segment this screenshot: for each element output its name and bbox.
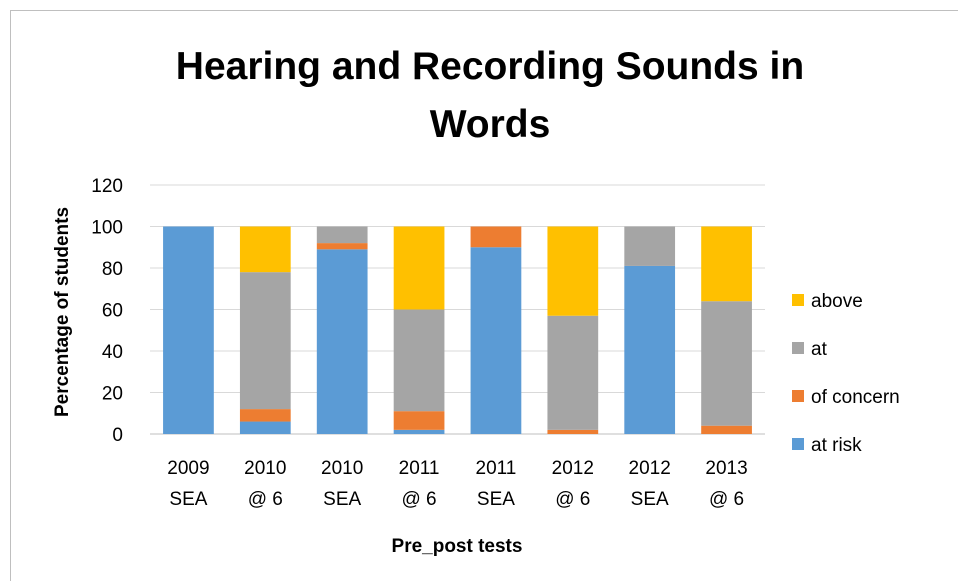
legend-swatch	[792, 342, 804, 354]
legend-swatch	[792, 294, 804, 306]
x-tick-label: SEA	[169, 489, 207, 510]
bar-segment	[393, 309, 445, 412]
y-tick-labels: 0 20 40 60 80 100 120	[91, 176, 123, 446]
legend: above at of concern at risk	[792, 291, 900, 456]
bar-segment	[624, 265, 676, 434]
bar-segment	[470, 247, 522, 434]
x-tick-label: SEA	[631, 489, 669, 510]
x-tick-label: 2012	[552, 458, 594, 479]
bar-segment	[163, 226, 214, 434]
x-tick-label: 2012	[629, 458, 671, 479]
x-tick-label: @ 6	[248, 489, 283, 510]
x-tick-label: @ 6	[555, 489, 590, 510]
y-tick-label: 0	[112, 425, 123, 446]
x-tick-label: @ 6	[401, 489, 436, 510]
legend-swatch	[792, 390, 804, 402]
bar-segment	[316, 226, 368, 244]
x-tick-label: 2011	[476, 458, 517, 479]
bar-segment	[393, 226, 445, 310]
x-tick-label: SEA	[323, 489, 361, 510]
x-tick-label: 2011	[399, 458, 440, 479]
bar-segment	[239, 409, 291, 422]
y-axis-title: Percentage of students	[52, 207, 73, 417]
legend-label: at	[811, 339, 828, 360]
legend-label: at risk	[811, 435, 862, 456]
bar-segment	[547, 226, 599, 316]
x-tick-label: 2013	[705, 458, 747, 479]
y-tick-label: 20	[102, 384, 123, 405]
legend-swatch	[792, 438, 804, 450]
bars	[163, 226, 752, 434]
bar-segment	[547, 315, 599, 430]
x-tick-label: 2010	[321, 458, 363, 479]
legend-label: of concern	[811, 387, 900, 408]
x-axis-title: Pre_post tests	[392, 536, 523, 557]
bar-segment	[624, 226, 676, 266]
y-tick-label: 100	[91, 218, 123, 239]
x-tick-label: 2010	[244, 458, 286, 479]
x-tick-label: SEA	[477, 489, 515, 510]
bar-segment	[239, 421, 291, 434]
bar-segment	[316, 249, 368, 434]
x-tick-label: @ 6	[709, 489, 744, 510]
legend-label: above	[811, 291, 863, 312]
bar-segment	[316, 243, 368, 250]
chart-frame	[10, 10, 958, 581]
bar-segment	[547, 429, 599, 434]
bar-segment	[393, 429, 445, 434]
bar-segment	[701, 226, 752, 302]
bar-segment	[701, 301, 752, 426]
x-tick-label: 2009	[167, 458, 209, 479]
chart-title: Hearing and Recording Sounds in Words	[175, 45, 805, 146]
y-tick-label: 60	[102, 301, 123, 322]
bar-segment	[393, 411, 445, 430]
y-tick-label: 40	[102, 342, 123, 363]
bar-segment	[239, 272, 291, 410]
bar-segment	[701, 425, 752, 434]
y-tick-label: 80	[102, 259, 123, 280]
bar-segment	[470, 226, 522, 248]
y-tick-label: 120	[91, 176, 123, 197]
bar-segment	[239, 226, 291, 273]
x-tick-labels: 2009 SEA 2010 @ 6 2010 SEA 2011 @ 6 2011 SEA 2012 @…	[167, 458, 747, 510]
